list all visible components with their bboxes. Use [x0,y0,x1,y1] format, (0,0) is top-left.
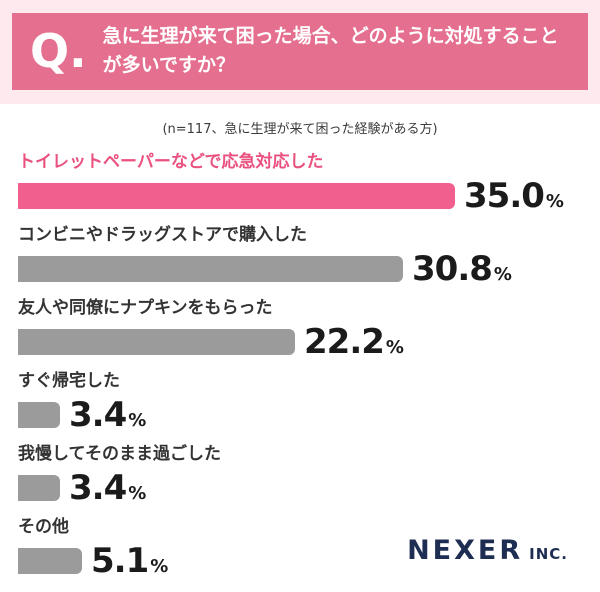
bar [18,182,455,209]
bar-value-unit: % [128,410,147,432]
bar [18,256,403,283]
bar-category-label: すぐ帰宅した [18,371,120,392]
bar-value-number: 3.4 [69,468,127,509]
bar-row: トイレットペーパーなどで応急対応した 35.0 % [18,151,582,213]
bar-row: 我慢してそのまま過ごした 3.4 % [18,443,582,505]
bar-value: 3.4 % [69,471,146,505]
sample-note: (n=117、急に生理が来て困った経験がある方) [0,103,600,145]
bar-line: 22.2 % [18,325,582,359]
bar-value-unit: % [385,337,404,359]
bar-value-unit: % [545,190,564,212]
bar-value-number: 35.0 [464,175,545,216]
bar-line: 30.8 % [18,252,582,286]
bar-value: 30.8 % [412,252,512,286]
bar-value: 22.2 % [304,325,404,359]
bar [18,475,60,502]
bar-value-number: 22.2 [304,322,385,363]
bar-row: コンビニやドラッグストアで購入した 30.8 % [18,224,582,286]
bar-category-label: トイレットペーパーなどで応急対応した [18,151,324,172]
bar-value: 3.4 % [69,398,146,432]
bar-line: 3.4 % [18,398,582,432]
q-mark: Q. [30,24,87,79]
brand-name: NEXER [407,535,524,566]
bar [18,329,295,356]
bar-category-label: コンビニやドラッグストアで購入した [18,224,307,245]
bar-category-label: その他 [18,517,69,538]
header-band: Q. 急に生理が来て困った場合、どのように対処することが多いですか？ [0,0,600,104]
bar-category-label: 友人や同僚にナプキンをもらった [18,298,273,319]
bar-value-number: 5.1 [91,541,149,582]
brand-logo: NEXER INC. [407,535,568,566]
bar-value-unit: % [128,483,147,505]
bar-row: 友人や同僚にナプキンをもらった 22.2 % [18,297,582,359]
question-text: 急に生理が来て困った場合、どのように対処することが多いですか？ [102,25,559,77]
bar-value: 5.1 % [91,544,168,578]
bar-row: すぐ帰宅した 3.4 % [18,370,582,432]
bar-chart: トイレットペーパーなどで応急対応した 35.0 % コンビニやドラッグストアで購… [0,144,600,579]
bar-line: 5.1 % [18,544,582,578]
question-banner: Q. 急に生理が来て困った場合、どのように対処することが多いですか？ [12,13,588,90]
bar-value-unit: % [493,264,512,286]
bar-line: 3.4 % [18,471,582,505]
bar-value-number: 3.4 [69,395,127,436]
bar-value-unit: % [150,556,169,578]
bar-category-label: 我慢してそのまま過ごした [18,444,221,465]
bar-value: 35.0 % [464,179,564,213]
bar [18,402,60,429]
bar-line: 35.0 % [18,179,582,213]
bar-value-number: 30.8 [412,249,493,290]
bar-row: その他 5.1 % [18,516,582,578]
brand-suffix: INC. [529,545,568,563]
bar [18,548,82,575]
